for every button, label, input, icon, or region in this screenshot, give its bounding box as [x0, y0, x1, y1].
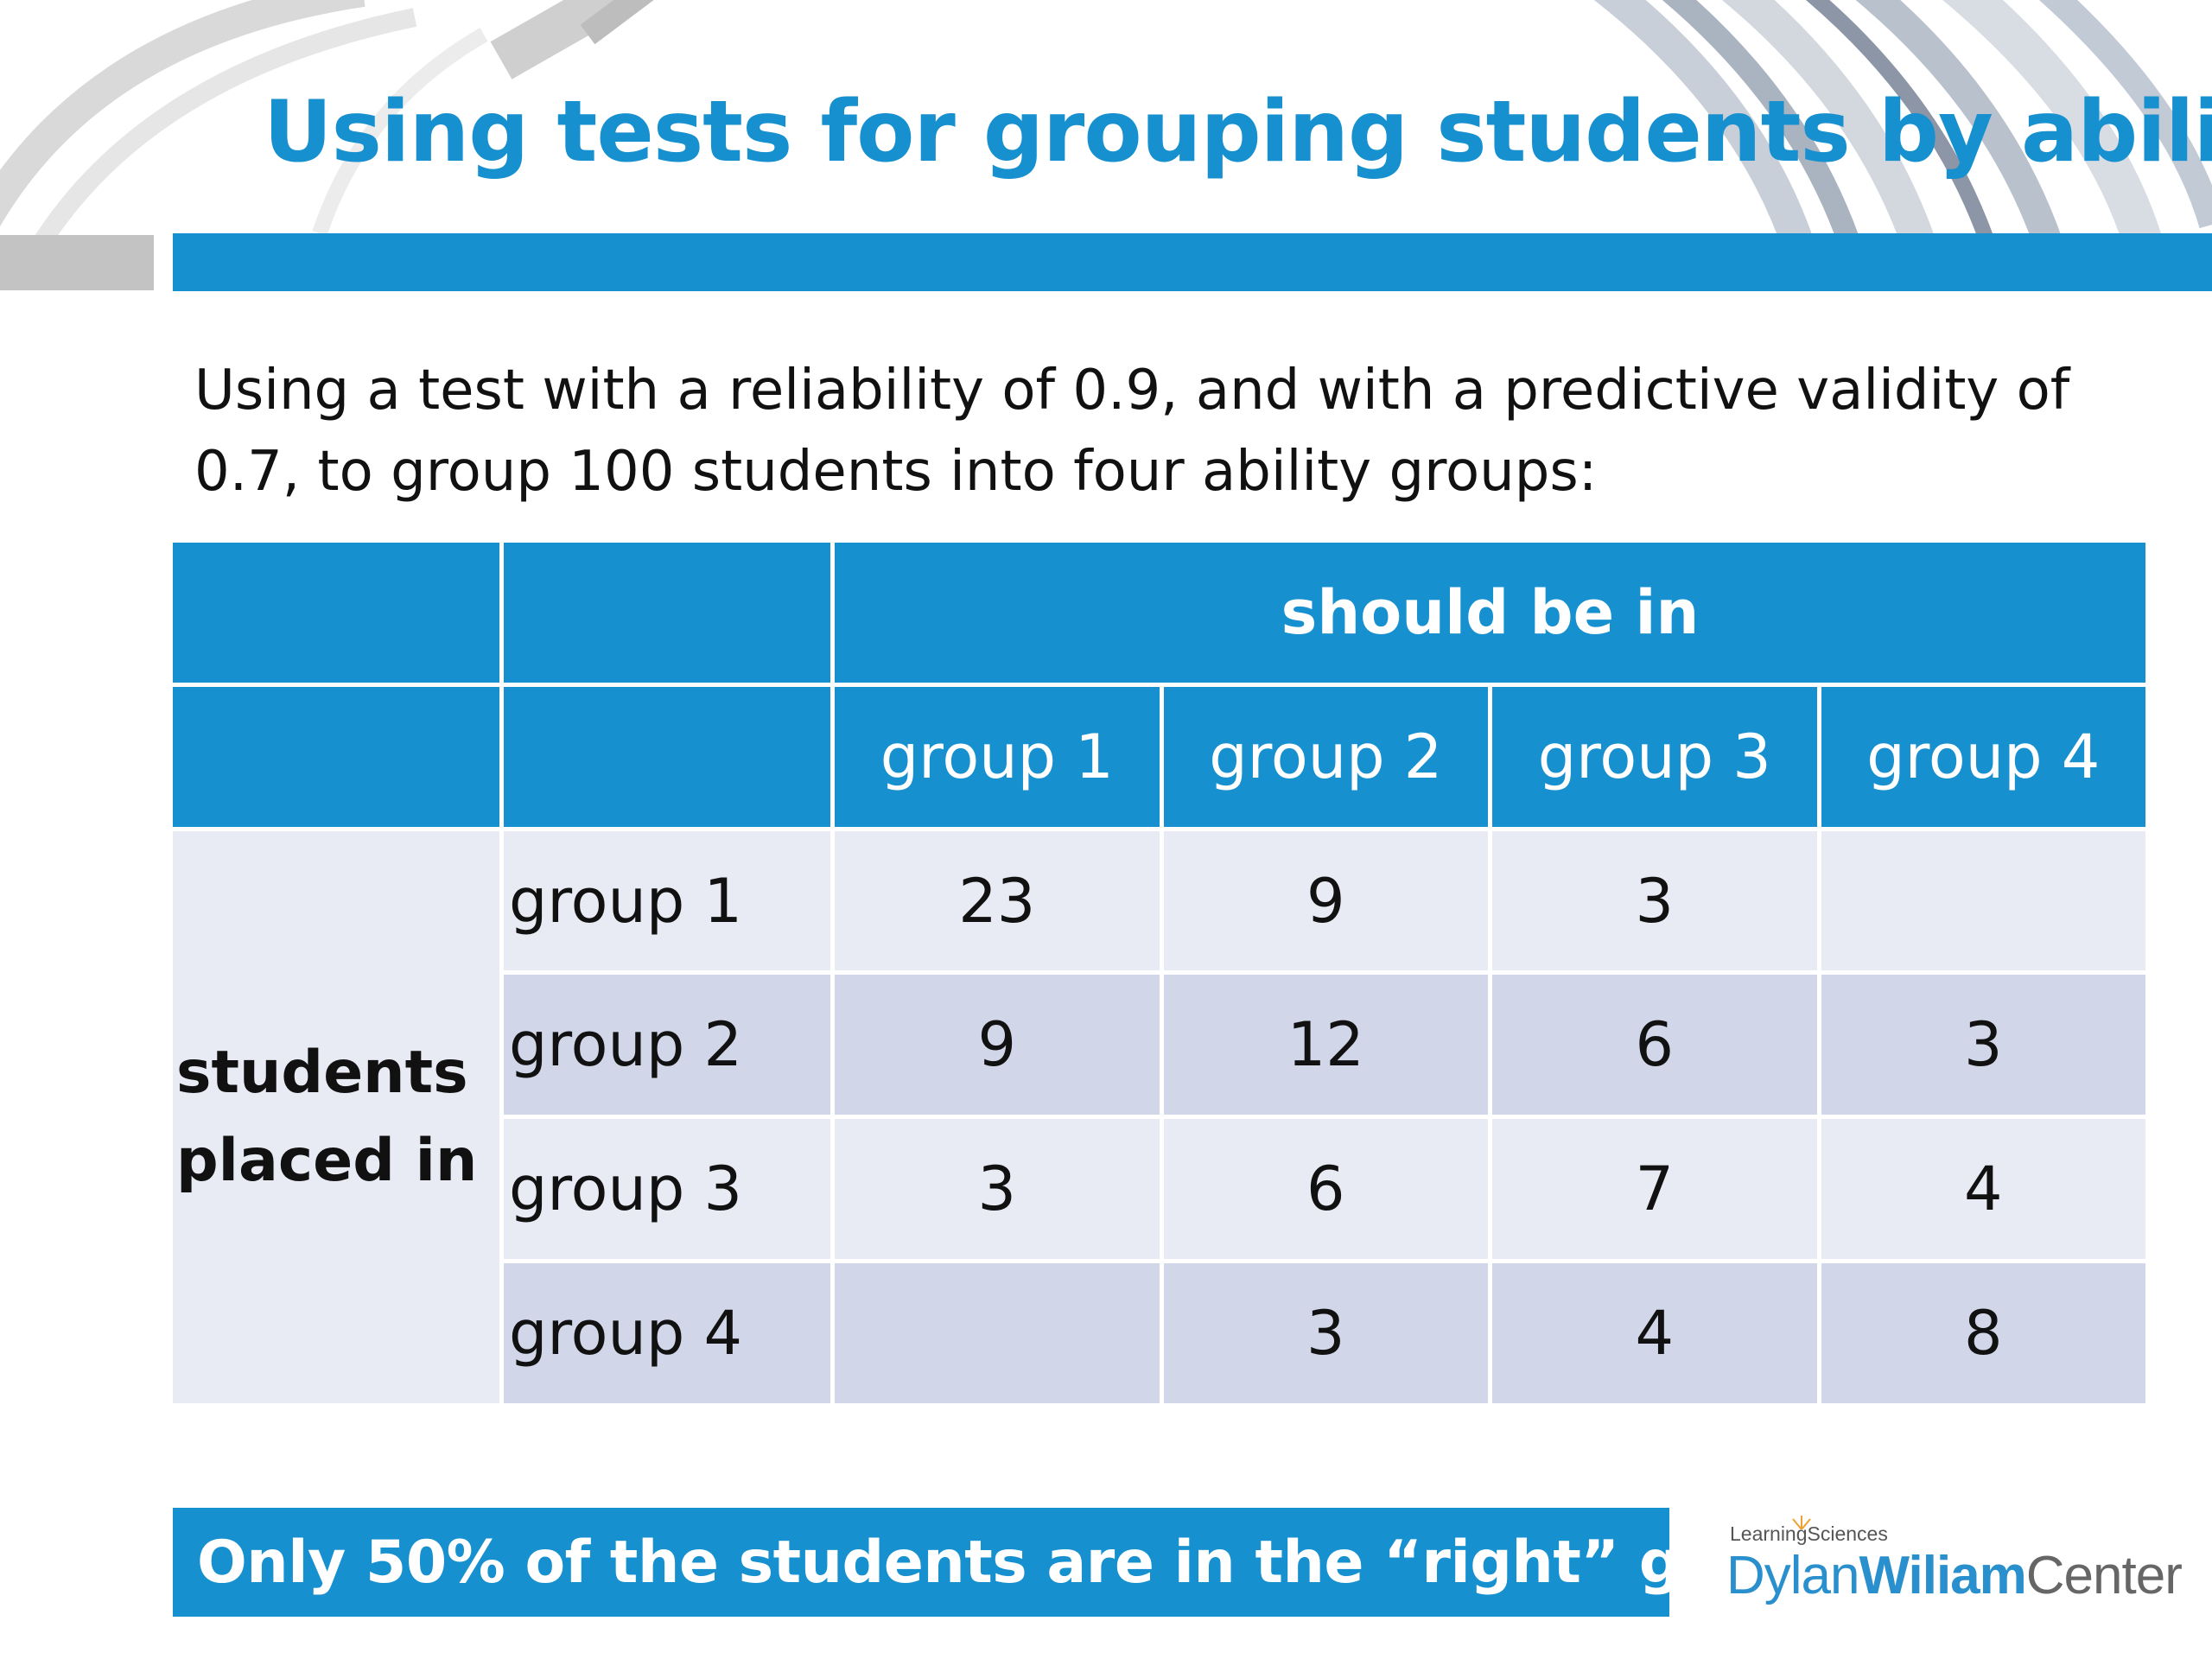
grouping-table: should be in group 1 group 2 group 3 gro…	[173, 543, 2145, 1403]
table-cell: 23	[835, 830, 1160, 971]
table-cell: 7	[1492, 1119, 1817, 1260]
background-arcs-decoration	[0, 0, 2212, 289]
column-header: group 2	[1163, 686, 1488, 827]
row-header-line: placed in	[176, 1126, 478, 1195]
table-cell: 4	[1821, 1119, 2145, 1260]
students-placed-in-label: students placed in	[173, 830, 499, 1403]
table-cell: 12	[1163, 975, 1488, 1116]
column-header: group 3	[1492, 686, 1817, 827]
table-cell: 8	[1821, 1263, 2145, 1403]
row-label: group 3	[504, 1119, 830, 1260]
table-cell: 9	[835, 975, 1160, 1116]
left-accent-block	[0, 235, 154, 290]
row-header-line: students	[176, 1038, 468, 1107]
logo-tagline: LearningSciences	[1730, 1522, 1888, 1545]
column-header: group 1	[835, 686, 1160, 827]
logo-name-last: Wiliam	[1859, 1546, 2027, 1605]
row-label: group 4	[504, 1263, 830, 1403]
table-cell: 9	[1163, 830, 1488, 971]
table-cell	[835, 1263, 1160, 1403]
dylan-wiliam-center-logo: LearningSciences DylanWiliamCenter	[1726, 1516, 2183, 1626]
table-cell: 3	[835, 1119, 1160, 1260]
sparkle-icon	[1792, 1516, 1811, 1529]
table-header-empty-cell	[504, 686, 830, 827]
logo-wordmark: DylanWiliamCenter	[1726, 1545, 2183, 1606]
table-cell: 3	[1163, 1263, 1488, 1403]
table-cell: 6	[1163, 1119, 1488, 1260]
table-header-empty-cell	[504, 543, 830, 683]
row-label: group 2	[504, 975, 830, 1116]
title-underline-bar	[173, 233, 2212, 291]
table-header-empty-cell	[173, 686, 499, 827]
table-cell: 6	[1492, 975, 1817, 1116]
intro-text: Using a test with a reliability of 0.9, …	[194, 359, 2070, 504]
table-cell	[1821, 830, 2145, 971]
table-cell: 3	[1492, 830, 1817, 971]
table-header-empty-cell	[173, 543, 499, 683]
table-cell: 3	[1821, 975, 2145, 1116]
row-label: group 1	[504, 830, 830, 971]
conclusion-banner: Only 50% of the students are in the “rig…	[173, 1508, 1833, 1617]
logo-name-first: Dylan	[1726, 1546, 1860, 1605]
slide-title: Using tests for grouping students by abi…	[264, 83, 2212, 181]
table-cell: 4	[1492, 1263, 1817, 1403]
should-be-in-header: should be in	[835, 543, 2145, 683]
column-header: group 4	[1821, 686, 2145, 827]
logo-name-center: Center	[2025, 1546, 2183, 1605]
